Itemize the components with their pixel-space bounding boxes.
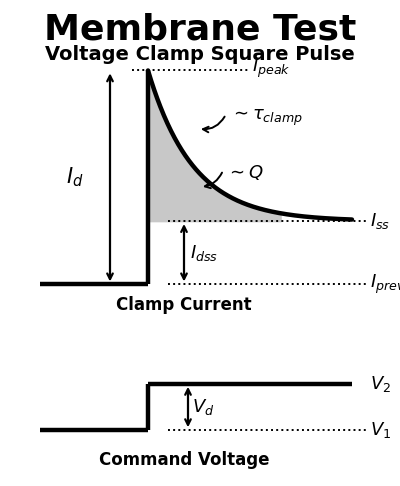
Text: $I_{ss}$: $I_{ss}$ bbox=[370, 211, 390, 231]
Text: Membrane Test: Membrane Test bbox=[44, 12, 356, 46]
Text: $I_{dss}$: $I_{dss}$ bbox=[190, 243, 218, 263]
Text: $V_d$: $V_d$ bbox=[192, 397, 214, 417]
Text: $V_2$: $V_2$ bbox=[370, 374, 391, 394]
Text: $\sim Q$: $\sim Q$ bbox=[226, 163, 264, 182]
Text: $V_1$: $V_1$ bbox=[370, 420, 391, 440]
Text: $I_d$: $I_d$ bbox=[66, 166, 84, 189]
Text: $I_{peak}$: $I_{peak}$ bbox=[252, 56, 290, 80]
Text: $I_{prev}$: $I_{prev}$ bbox=[370, 273, 400, 296]
Text: Command Voltage: Command Voltage bbox=[99, 451, 269, 469]
Text: Clamp Current: Clamp Current bbox=[116, 296, 252, 314]
Text: Voltage Clamp Square Pulse: Voltage Clamp Square Pulse bbox=[45, 45, 355, 64]
Text: $\sim\tau_{clamp}$: $\sim\tau_{clamp}$ bbox=[230, 107, 303, 128]
